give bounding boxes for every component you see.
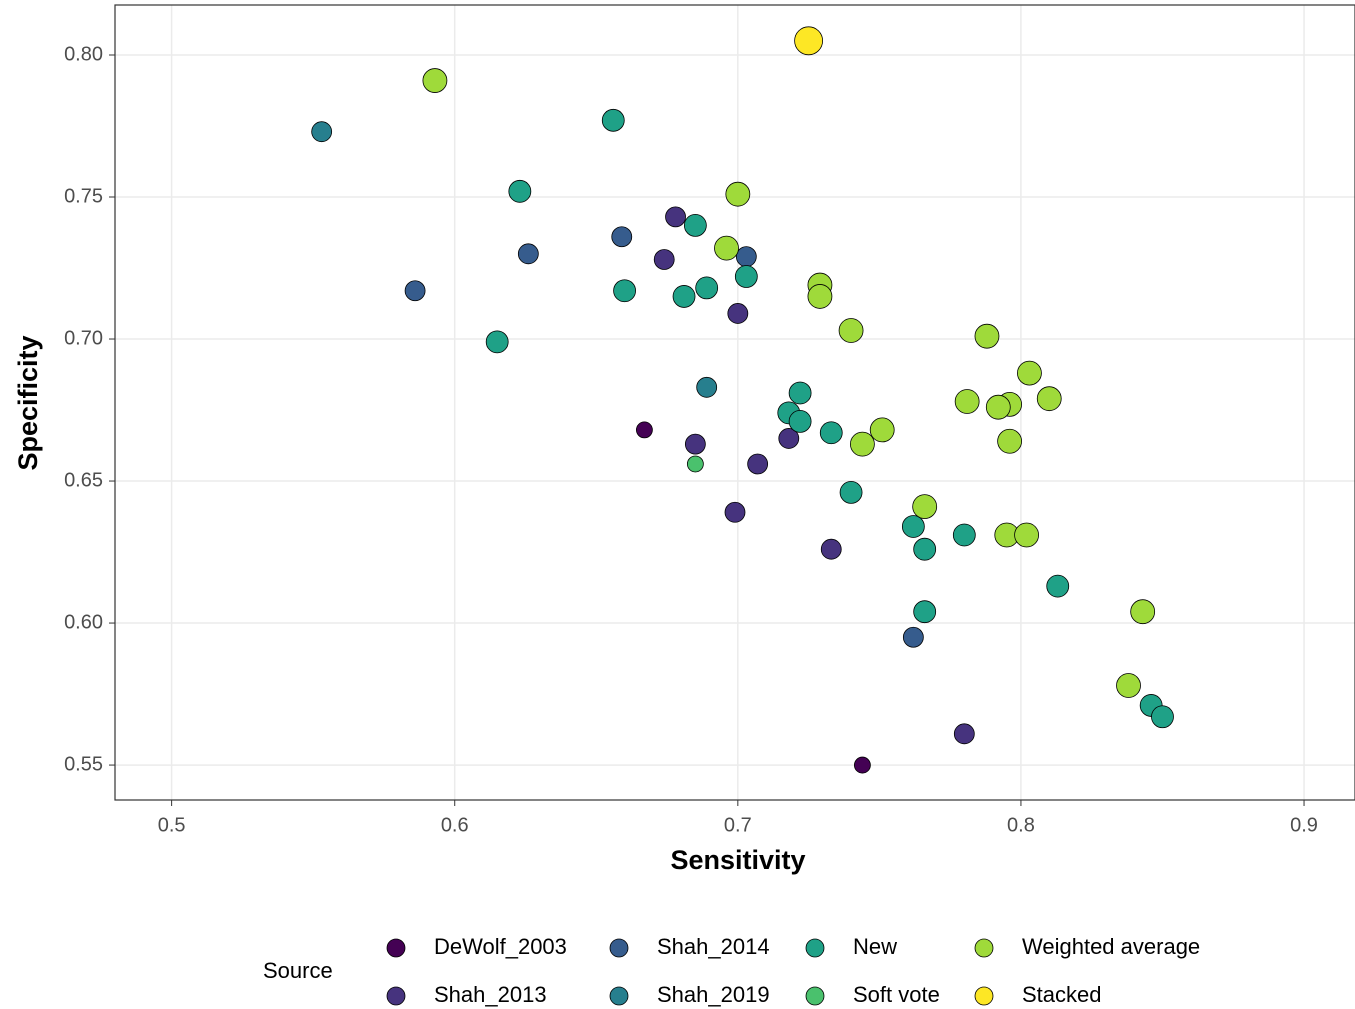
point bbox=[653, 249, 675, 270]
point bbox=[807, 284, 833, 309]
point bbox=[684, 433, 706, 455]
point bbox=[1036, 386, 1062, 412]
point bbox=[778, 428, 800, 449]
point bbox=[1151, 705, 1174, 729]
point bbox=[794, 26, 824, 56]
legend-key bbox=[386, 986, 406, 1006]
point bbox=[683, 214, 707, 237]
point bbox=[665, 206, 686, 228]
x-tick-label: 0.8 bbox=[1007, 814, 1035, 836]
legend-key bbox=[974, 938, 994, 958]
point bbox=[404, 280, 426, 302]
point bbox=[1017, 360, 1042, 386]
point bbox=[853, 756, 871, 774]
point bbox=[952, 523, 976, 547]
point bbox=[727, 303, 749, 324]
point bbox=[517, 243, 539, 265]
legend-key bbox=[609, 986, 629, 1006]
legend-text: Shah_2013 bbox=[434, 982, 547, 1007]
point bbox=[974, 323, 1000, 349]
point bbox=[725, 181, 751, 207]
legend-key bbox=[805, 938, 825, 958]
point bbox=[902, 626, 924, 648]
point bbox=[672, 285, 696, 308]
point bbox=[695, 276, 719, 300]
legend-text: Shah_2019 bbox=[657, 982, 770, 1007]
legend-text: Soft vote bbox=[853, 982, 940, 1007]
point bbox=[1130, 599, 1156, 625]
point bbox=[849, 431, 875, 457]
point bbox=[788, 381, 812, 405]
legend-title: Source bbox=[263, 958, 333, 983]
y-tick-label: 0.65 bbox=[64, 469, 103, 491]
legend-text: Weighted average bbox=[1022, 934, 1200, 959]
plot-panel bbox=[115, 5, 1355, 800]
point bbox=[686, 455, 704, 473]
point bbox=[696, 376, 718, 398]
x-tick-label: 0.6 bbox=[441, 814, 469, 836]
point bbox=[714, 235, 739, 261]
legend-text: New bbox=[853, 934, 897, 959]
point bbox=[422, 68, 448, 93]
point bbox=[869, 417, 895, 443]
point bbox=[839, 480, 863, 504]
point bbox=[954, 389, 980, 414]
point bbox=[735, 246, 757, 268]
y-tick-label: 0.80 bbox=[64, 43, 103, 65]
point bbox=[985, 394, 1011, 420]
point bbox=[953, 723, 975, 745]
point bbox=[734, 265, 758, 288]
legend-text: Shah_2014 bbox=[657, 934, 770, 959]
point bbox=[819, 421, 843, 445]
point bbox=[613, 279, 636, 303]
point bbox=[838, 318, 864, 343]
legend-key bbox=[386, 938, 406, 958]
point bbox=[1046, 574, 1070, 598]
point bbox=[611, 226, 633, 248]
point bbox=[913, 600, 937, 624]
point bbox=[913, 537, 937, 561]
y-tick-label: 0.55 bbox=[64, 753, 103, 775]
point bbox=[1014, 522, 1039, 548]
legend-key bbox=[974, 986, 994, 1006]
legend-text: Stacked bbox=[1022, 982, 1102, 1007]
panel-border bbox=[114, 4, 1355, 801]
point bbox=[724, 501, 746, 523]
point bbox=[508, 179, 532, 203]
x-tick-label: 0.9 bbox=[1290, 814, 1318, 836]
x-axis-title: Sensitivity bbox=[670, 845, 805, 875]
y-tick-label: 0.75 bbox=[64, 185, 103, 207]
legend-key bbox=[609, 938, 629, 958]
point bbox=[912, 494, 938, 519]
point bbox=[901, 515, 925, 538]
y-tick-label: 0.60 bbox=[64, 611, 103, 633]
y-axis-title: Specificity bbox=[13, 335, 43, 470]
y-tick-label: 0.70 bbox=[64, 327, 103, 349]
point bbox=[997, 428, 1023, 454]
x-tick-label: 0.5 bbox=[158, 814, 186, 836]
point bbox=[788, 409, 812, 433]
point bbox=[820, 538, 842, 560]
point bbox=[485, 330, 509, 354]
x-tick-label: 0.7 bbox=[724, 814, 752, 836]
point bbox=[601, 108, 625, 132]
legend-key bbox=[805, 986, 825, 1006]
point bbox=[1116, 673, 1141, 698]
point bbox=[636, 421, 653, 439]
legend-text: DeWolf_2003 bbox=[434, 934, 567, 959]
point bbox=[311, 121, 333, 143]
point bbox=[747, 453, 769, 475]
